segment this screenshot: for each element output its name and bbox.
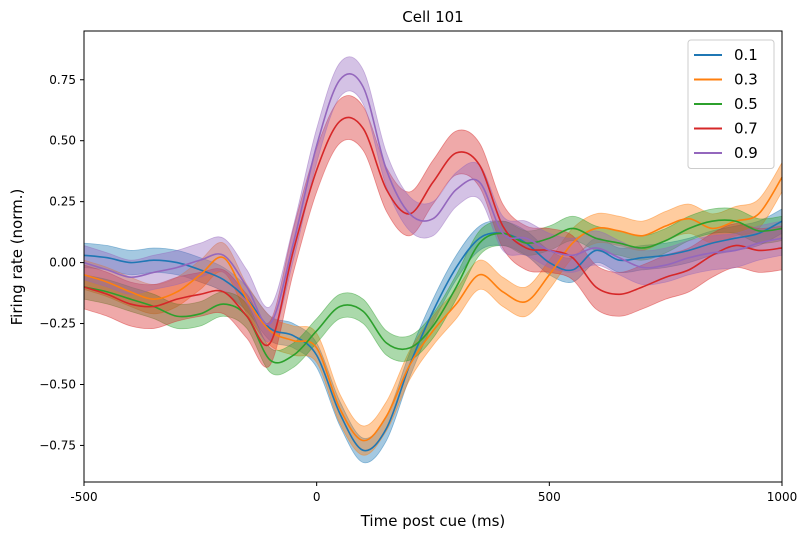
- x-tick-label: 0: [313, 490, 321, 504]
- x-tick-label: -500: [70, 490, 97, 504]
- series-line-0.3: [83, 176, 783, 442]
- series-lines: [83, 73, 783, 452]
- y-axis-title: Firing rate (norm.): [8, 189, 26, 326]
- y-tick-label: 0.25: [49, 195, 76, 209]
- series-line-0.1: [83, 220, 783, 452]
- plot-frame: [83, 30, 783, 483]
- legend-item-0.1: 0.1: [694, 46, 758, 64]
- series-line-0.5: [83, 219, 783, 364]
- x-tick-label: 500: [538, 490, 561, 504]
- legend-item-0.9: 0.9: [694, 144, 758, 162]
- legend-item-0.5: 0.5: [694, 95, 758, 113]
- legend-box: [687, 39, 775, 169]
- error-bands: [83, 56, 783, 464]
- legend-label: 0.9: [734, 144, 758, 162]
- legend-label: 0.1: [734, 46, 758, 64]
- y-tick-label: −0.50: [39, 377, 76, 391]
- legend-label: 0.5: [734, 95, 758, 113]
- y-tick-label: 0.75: [49, 73, 76, 87]
- x-tick-label: 1000: [767, 490, 798, 504]
- legend-item-0.7: 0.7: [694, 120, 758, 138]
- y-tick-label: 0.50: [49, 134, 76, 148]
- legend-label: 0.3: [734, 71, 758, 89]
- chart-title: Cell 101: [402, 8, 463, 26]
- x-axis: -500 0 500 1000: [70, 482, 797, 504]
- y-tick-label: −0.25: [39, 317, 76, 331]
- y-tick-label: 0.00: [49, 256, 76, 270]
- x-axis-title: Time post cue (ms): [360, 512, 506, 530]
- series-line-0.7: [83, 116, 783, 347]
- y-tick-label: −0.75: [39, 438, 76, 452]
- legend-label: 0.7: [734, 120, 758, 138]
- series-line-0.9: [83, 73, 783, 326]
- legend-item-0.3: 0.3: [694, 71, 758, 89]
- legend: 0.1 0.3 0.5 0.7 0.9: [687, 39, 775, 169]
- y-axis: −0.75 −0.50 −0.25 0.00 0.25 0.50 0.75: [39, 73, 84, 452]
